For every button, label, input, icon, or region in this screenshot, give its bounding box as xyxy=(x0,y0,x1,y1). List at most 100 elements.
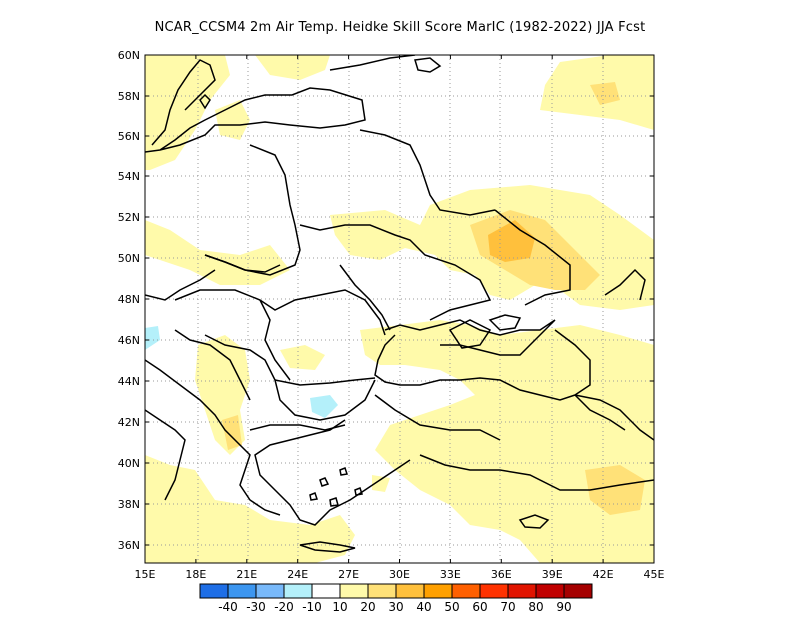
lon-label: 42E xyxy=(593,568,614,581)
lat-label: 44N xyxy=(118,375,140,388)
colorbar-swatch xyxy=(339,583,369,599)
coastline-gulf-of-finland xyxy=(329,55,416,71)
colorbar-swatch xyxy=(227,583,257,599)
coastline-italy xyxy=(145,409,186,501)
field-20-30 xyxy=(590,82,620,105)
colorbar-swatch xyxy=(535,583,565,599)
lat-label: 58N xyxy=(118,90,140,103)
lon-label: 39E xyxy=(542,568,563,581)
lat-label: 54N xyxy=(118,170,140,183)
border-balkans xyxy=(204,334,376,421)
border-turkey-east xyxy=(574,394,654,441)
frame-ticks xyxy=(144,54,655,563)
colorbar-label: 30 xyxy=(388,600,403,614)
field-10-20 xyxy=(255,55,330,80)
colorbar-swatch xyxy=(283,583,313,599)
lat-label: 38N xyxy=(118,498,140,511)
coastline-aegean xyxy=(254,419,411,526)
border-austria xyxy=(145,269,216,301)
colorbar-label: 60 xyxy=(472,600,487,614)
lat-label: 42N xyxy=(118,416,140,429)
border-georgia-armenia xyxy=(574,394,626,431)
lat-label: 56N xyxy=(118,130,140,143)
colorbar-label: -20 xyxy=(274,600,294,614)
coastline-turkey-south xyxy=(419,454,654,491)
colorbar-swatch xyxy=(367,583,397,599)
field-neg-10 xyxy=(310,395,338,418)
skill-score-fields xyxy=(145,55,654,563)
border-slovakia xyxy=(204,254,281,273)
lat-label: 52N xyxy=(118,211,140,224)
field-10-20 xyxy=(145,55,230,170)
coastline-turkey-north xyxy=(374,394,501,441)
field-10-20 xyxy=(360,320,654,563)
coastline-azov xyxy=(488,314,522,331)
coastline-black-sea-north xyxy=(384,319,556,356)
colorbar-label: -10 xyxy=(302,600,322,614)
coastlines-and-borders xyxy=(145,55,654,553)
field-10-20 xyxy=(145,220,290,285)
lon-label: 24E xyxy=(287,568,308,581)
lon-label: 18E xyxy=(185,568,206,581)
colorbar-swatch xyxy=(451,583,481,599)
field-20-30 xyxy=(585,465,645,515)
latitude-labels: 60N 58N 56N 54N 52N 50N 48N 46N 44N 42N 40N 38N 36N xyxy=(118,49,140,552)
lon-label: 45E xyxy=(644,568,665,581)
coastline-black-sea-east xyxy=(554,329,591,396)
lat-label: 46N xyxy=(118,334,140,347)
colorbar-labels: -40 -30 -20 -10 10 20 30 40 50 60 70 80 90 xyxy=(218,600,571,614)
lon-label: 15E xyxy=(135,568,156,581)
colorbar-swatch xyxy=(423,583,453,599)
colorbar-label: -40 xyxy=(218,600,238,614)
border-russia-ukraine xyxy=(494,209,571,306)
colorbar-label: 70 xyxy=(500,600,515,614)
colorbar-label: 50 xyxy=(444,600,459,614)
border-serbia-bulgaria xyxy=(259,299,291,381)
colorbar-label: -30 xyxy=(246,600,266,614)
colorbar-swatch xyxy=(199,583,229,599)
colorbar-swatch xyxy=(507,583,537,599)
coastline-caspian xyxy=(604,268,646,301)
colorbar-label: 10 xyxy=(332,600,347,614)
longitude-labels: 15E 18E 21E 24E 27E 30E 33E 36E 39E 42E 45E xyxy=(135,568,665,581)
coastline-baltic xyxy=(145,87,366,153)
border-belarus-russia xyxy=(359,129,496,216)
lon-label: 33E xyxy=(440,568,461,581)
lat-label: 40N xyxy=(118,457,140,470)
crimea xyxy=(448,319,492,349)
lat-label: 50N xyxy=(118,252,140,265)
lon-label: 27E xyxy=(338,568,359,581)
colorbar-swatch xyxy=(311,583,341,599)
lat-label: 48N xyxy=(118,293,140,306)
lon-label: 21E xyxy=(236,568,257,581)
cyprus xyxy=(518,514,550,529)
coastline-black-sea-south xyxy=(374,334,576,401)
graticule xyxy=(145,55,654,563)
colorbar-swatch xyxy=(395,583,425,599)
border-croatia xyxy=(174,329,251,401)
lat-label: 60N xyxy=(118,49,140,62)
colorbar-swatch xyxy=(255,583,285,599)
border-moldova xyxy=(339,264,391,331)
lat-label: 36N xyxy=(118,539,140,552)
border-greece xyxy=(249,424,346,431)
coastline-sweden xyxy=(151,59,216,146)
lon-label: 30E xyxy=(389,568,410,581)
colorbar-swatch xyxy=(479,583,509,599)
field-10-20 xyxy=(372,475,390,492)
map-title: NCAR_CCSM4 2m Air Temp. Heidke Skill Sco… xyxy=(154,20,646,35)
colorbar-label: 80 xyxy=(528,600,543,614)
colorbar-swatch xyxy=(563,583,593,599)
islands-aegean xyxy=(309,467,363,507)
lon-label: 36E xyxy=(491,568,512,581)
border-bulgaria-romania xyxy=(274,377,376,386)
field-neg-10 xyxy=(145,326,160,350)
crete xyxy=(299,541,356,553)
field-10-20 xyxy=(280,345,325,370)
island-gotland xyxy=(199,93,211,110)
border-hungary-romania xyxy=(174,289,386,336)
lake-ladoga xyxy=(414,57,442,73)
coastline-adriatic xyxy=(145,359,281,516)
colorbar-label: 90 xyxy=(556,600,571,614)
border-ukraine xyxy=(299,224,492,321)
